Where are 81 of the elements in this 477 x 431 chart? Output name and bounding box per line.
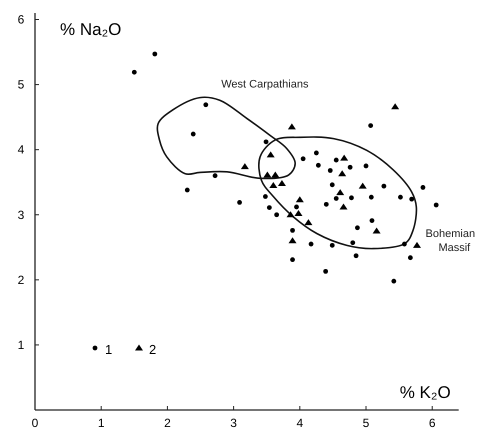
- y-tick-label: 2: [18, 272, 25, 287]
- point: [338, 170, 346, 176]
- point: [203, 102, 208, 108]
- point: [368, 194, 374, 200]
- point: [381, 184, 386, 189]
- point: [271, 172, 280, 178]
- y-tick-label: 4: [18, 142, 25, 157]
- point: [240, 163, 249, 170]
- y-tick-label: 6: [18, 12, 25, 27]
- x-tick-label: 5: [362, 416, 370, 430]
- point: [296, 196, 304, 202]
- x-tick-label: 6: [428, 416, 436, 430]
- point: [420, 185, 426, 190]
- point: [262, 194, 268, 199]
- point: [314, 150, 319, 156]
- point: [278, 180, 286, 186]
- point: [212, 173, 218, 178]
- point: [348, 164, 353, 170]
- point: [328, 168, 333, 173]
- x-tick-label: 4: [296, 416, 304, 430]
- point: [330, 242, 335, 248]
- x-tick-label: 0: [32, 416, 39, 430]
- point: [300, 156, 306, 162]
- point: [368, 123, 374, 128]
- annotation: Bohemian Massif: [426, 228, 476, 254]
- point: [402, 242, 407, 246]
- point: [336, 189, 344, 196]
- point: [372, 228, 381, 234]
- point: [266, 151, 275, 158]
- point: [304, 219, 312, 226]
- y-axis-title: % Na₂O: [60, 20, 122, 39]
- point: [358, 182, 367, 189]
- point: [334, 196, 339, 201]
- point: [290, 228, 295, 233]
- point: [391, 278, 396, 284]
- point: [330, 182, 335, 188]
- point: [269, 182, 278, 188]
- point: [323, 268, 328, 274]
- point: [290, 257, 295, 262]
- point: [288, 237, 297, 244]
- point: [316, 162, 321, 168]
- point: [370, 218, 374, 224]
- point: [294, 210, 302, 216]
- point: [412, 242, 421, 248]
- point: [434, 202, 439, 208]
- point: [288, 123, 296, 130]
- point: [184, 188, 190, 192]
- y-tick-label: 3: [18, 208, 25, 222]
- point: [349, 195, 354, 200]
- point: [324, 202, 329, 207]
- x-axis-title: % K₂O: [400, 383, 451, 402]
- y-tick-label: 1: [18, 338, 25, 352]
- annotation: West Carpathians: [221, 78, 309, 91]
- x-tick-label: 1: [98, 416, 105, 430]
- point: [340, 154, 348, 161]
- y-tick-label: 5: [18, 78, 25, 92]
- point: [355, 225, 360, 230]
- point: [237, 200, 242, 205]
- point: [308, 242, 314, 246]
- point: [408, 255, 413, 260]
- point: [398, 194, 403, 200]
- point: [391, 103, 400, 110]
- point: [190, 132, 196, 136]
- point: [294, 204, 299, 210]
- point: [409, 196, 414, 202]
- point: [274, 212, 280, 218]
- point: [354, 253, 358, 258]
- point: [132, 70, 137, 75]
- point: [364, 164, 368, 168]
- point: [350, 240, 356, 246]
- x-tick-label: 3: [230, 416, 238, 430]
- point: [266, 205, 272, 210]
- legend-label: 1: [105, 342, 112, 357]
- point: [264, 139, 268, 144]
- legend-label: 2: [149, 342, 156, 357]
- point: [340, 203, 348, 210]
- point: [334, 158, 339, 162]
- point: [286, 211, 295, 218]
- point: [263, 172, 272, 178]
- x-tick-label: 2: [164, 416, 172, 430]
- point: [152, 52, 158, 56]
